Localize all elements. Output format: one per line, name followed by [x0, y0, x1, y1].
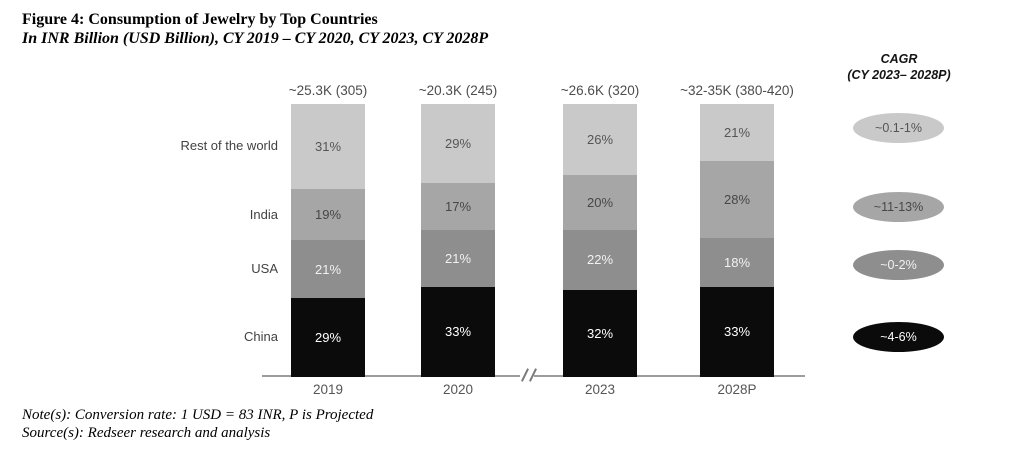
bar-total-2020: ~20.3K (245): [418, 83, 498, 98]
x-axis-label-2020: 2020: [442, 382, 474, 397]
axis-break-gap: [520, 374, 534, 378]
segment-china-2019: 29%: [291, 297, 365, 377]
legend-title-line2: (CY 2023– 2028P): [847, 68, 951, 83]
bar-total-2028p: ~32-35K (380-420): [680, 83, 794, 98]
segment-china-2020: 33%: [421, 286, 495, 377]
cagr-pill-rest-of-the-world: ~0.1-1%: [853, 113, 944, 143]
segment-usa-2019: 21%: [291, 240, 365, 298]
stacked-bar-2019: 31% 19% 21% 29%: [291, 104, 365, 377]
segment-china-2028p: 33%: [700, 286, 774, 377]
series-label-india: India: [249, 206, 278, 222]
segment-usa-2028p: 18%: [700, 237, 774, 287]
segment-india-2020: 17%: [421, 183, 495, 230]
legend-title-line1: CAGR: [880, 52, 918, 66]
segment-usa-2020: 21%: [421, 229, 495, 287]
x-axis-label-2019: 2019: [312, 382, 344, 397]
cagr-pill-china: ~4-6%: [853, 322, 944, 352]
bar-total-2023: ~26.6K (320): [560, 83, 640, 98]
stacked-bar-2020: 29% 17% 21% 33%: [421, 104, 495, 377]
segment-india-2023: 20%: [563, 174, 637, 230]
segment-india-2028p: 28%: [700, 161, 774, 238]
figure-title: Figure 4: Consumption of Jewelry by Top …: [22, 11, 378, 28]
stacked-bar-2028p: 21% 28% 18% 33%: [700, 104, 774, 377]
series-label-rest-of-the-world: Rest of the world: [180, 138, 278, 154]
footnotes: Note(s): Conversion rate: 1 USD = 83 INR…: [22, 406, 373, 442]
cagr-pill-usa: ~0-2%: [853, 250, 944, 280]
figure-subtitle: In INR Billion (USD Billion), CY 2019 – …: [22, 30, 489, 47]
legend-title: CAGR (CY 2023– 2028P): [829, 51, 969, 84]
source-line: Source(s): Redseer research and analysis: [22, 425, 271, 441]
segment-india-2019: 19%: [291, 188, 365, 241]
x-axis-label-2023: 2023: [584, 382, 616, 397]
segment-china-2023: 32%: [563, 289, 637, 377]
segment-rest-of-the-world-2020: 29%: [421, 104, 495, 184]
stacked-bar-2023: 26% 20% 22% 32%: [563, 104, 637, 377]
note-line: Note(s): Conversion rate: 1 USD = 83 INR…: [22, 407, 374, 423]
segment-usa-2023: 22%: [563, 229, 637, 290]
series-label-usa: USA: [251, 261, 278, 277]
bar-total-2019: ~25.3K (305): [288, 83, 368, 98]
segment-rest-of-the-world-2023: 26%: [563, 104, 637, 175]
segment-rest-of-the-world-2019: 31%: [291, 104, 365, 189]
segment-rest-of-the-world-2028p: 21%: [700, 104, 774, 162]
cagr-pill-india: ~11-13%: [853, 192, 944, 222]
series-label-china: China: [244, 329, 278, 345]
x-axis-label-2028p: 2028P: [717, 382, 757, 397]
